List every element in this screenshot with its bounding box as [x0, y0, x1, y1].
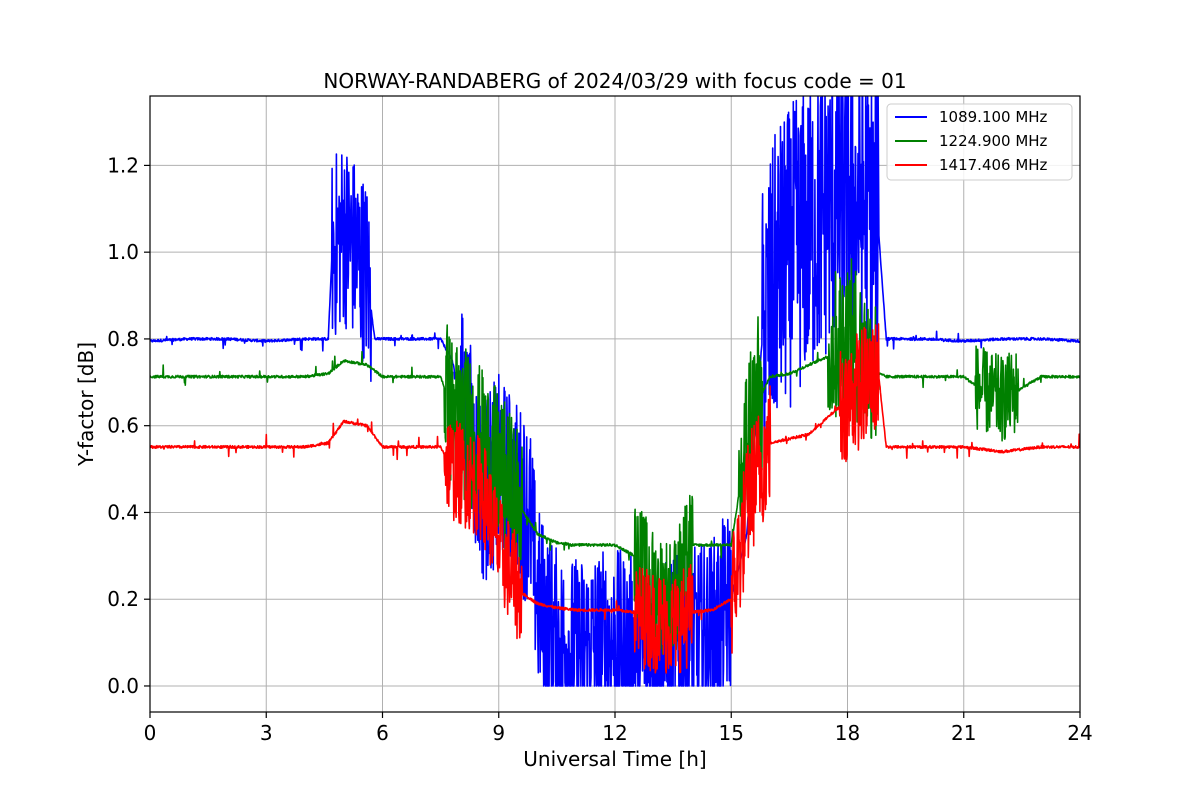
plot-area: [150, 96, 1080, 687]
x-tick-label: 6: [376, 721, 389, 745]
axis-ticks: 0 3 6 9 12 15 18 21 24 0.0 0.2 0.4 0.6 0.8 1.0 1.2: [107, 153, 1093, 745]
x-tick-label: 9: [492, 721, 505, 745]
x-tick-label: 21: [951, 721, 976, 745]
series-line: [150, 323, 1080, 674]
x-axis-label: Universal Time [h]: [523, 747, 706, 771]
y-tick-label: 0.4: [107, 500, 139, 524]
y-tick-label: 0.2: [107, 587, 139, 611]
y-axis-label: Y-factor [dB]: [74, 342, 98, 467]
y-tick-label: 0.0: [107, 674, 139, 698]
legend-label: 1417.406 MHz: [939, 156, 1048, 174]
chart-title: NORWAY-RANDABERG of 2024/03/29 with focu…: [323, 69, 906, 93]
x-tick-label: 15: [719, 721, 744, 745]
x-tick-label: 12: [602, 721, 627, 745]
series-line: [150, 96, 1080, 687]
y-tick-label: 0.6: [107, 414, 139, 438]
y-tick-label: 1.2: [107, 153, 139, 177]
y-tick-label: 1.0: [107, 240, 139, 264]
x-tick-label: 3: [260, 721, 273, 745]
legend-label: 1224.900 MHz: [939, 132, 1048, 150]
legend-box: [886, 103, 1073, 181]
legend: 1089.100 MHz 1224.900 MHz 1417.406 MHz: [886, 103, 1073, 181]
series-line: [150, 258, 1080, 658]
x-tick-label: 24: [1067, 721, 1092, 745]
x-tick-label: 0: [144, 721, 157, 745]
x-tick-label: 18: [835, 721, 860, 745]
y-tick-label: 0.8: [107, 327, 139, 351]
legend-label: 1089.100 MHz: [939, 108, 1048, 126]
